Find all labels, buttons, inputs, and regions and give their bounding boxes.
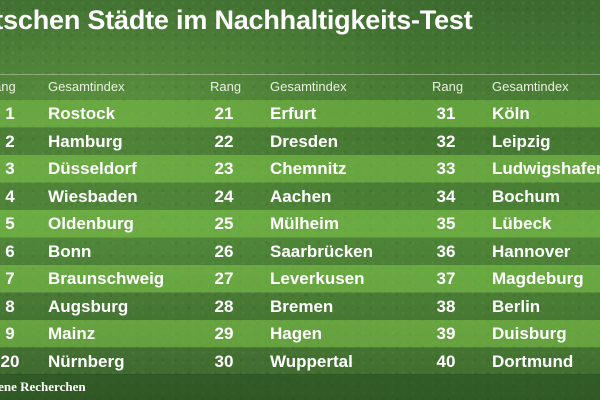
- rank-cell: 25: [214, 214, 234, 233]
- city-cell: Hannover: [492, 241, 571, 261]
- table-header: ang Gesamtindex Rang Gesamtindex Rang Ge…: [0, 76, 600, 98]
- source-note: igene Recherchen: [0, 379, 86, 394]
- table-row: 5 Oldenburg 25 Mülheim 35 Lübeck: [0, 210, 600, 237]
- rank-cell: 7: [5, 269, 15, 288]
- rank-cell: 32: [436, 131, 456, 151]
- city-cell: Nürnberg: [48, 351, 125, 371]
- rank-cell: 8: [5, 296, 15, 316]
- rank-cell: 20: [0, 351, 20, 371]
- city-cell: Düsseldorf: [48, 159, 137, 178]
- rank-cell: 2: [5, 131, 15, 151]
- city-cell: Mainz: [48, 324, 96, 343]
- city-cell: Köln: [492, 104, 530, 123]
- city-cell: Dortmund: [492, 351, 574, 371]
- city-cell: Ludwigshafen: [492, 159, 600, 178]
- table-row: 8 Augsburg 28 Bremen 38 Berlin: [0, 292, 600, 320]
- city-cell: Bonn: [48, 241, 92, 261]
- header-gesamtindex-3: Gesamtindex: [492, 79, 569, 94]
- city-cell: Berlin: [492, 296, 541, 316]
- city-cell: Aachen: [270, 186, 332, 206]
- city-cell: Mülheim: [270, 214, 339, 233]
- header-rang-1: ang: [0, 79, 16, 94]
- city-cell: Hagen: [270, 324, 322, 343]
- city-cell: Magdeburg: [492, 269, 584, 288]
- header-rang-2: Rang: [210, 79, 242, 94]
- rank-cell: 5: [5, 214, 15, 233]
- rank-cell: 37: [436, 269, 456, 288]
- rank-cell: 24: [214, 186, 234, 206]
- rank-cell: 28: [214, 296, 234, 316]
- header-divider: [0, 74, 600, 75]
- rank-cell: 40: [436, 351, 456, 371]
- header-gesamtindex-2: Gesamtindex: [270, 79, 347, 94]
- rank-cell: 1: [5, 104, 15, 123]
- rank-cell: 22: [214, 131, 234, 151]
- rank-cell: 26: [214, 241, 234, 261]
- table-row: 7 Braunschweig 27 Leverkusen 37 Magdeburg: [0, 265, 600, 292]
- rank-cell: 3: [5, 159, 15, 178]
- rank-cell: 35: [436, 214, 456, 233]
- rank-cell: 31: [436, 104, 456, 123]
- city-cell: Oldenburg: [48, 214, 134, 233]
- table-row: 2 Hamburg 22 Dresden 32 Leipzig: [0, 127, 600, 155]
- page-title: utschen Städte im Nachhaltigkeits-Test: [0, 5, 473, 35]
- table-row: 3 Düsseldorf 23 Chemnitz 33 Ludwigshafen: [0, 155, 600, 182]
- rank-cell: 27: [214, 269, 234, 288]
- rank-cell: 21: [214, 104, 234, 123]
- city-cell: Saarbrücken: [270, 241, 373, 261]
- rank-cell: 36: [436, 241, 456, 261]
- rank-cell: 29: [214, 324, 234, 343]
- city-cell: Wuppertal: [270, 351, 353, 371]
- city-cell: Rostock: [48, 104, 116, 123]
- city-cell: Braunschweig: [48, 269, 165, 288]
- rank-cell: 39: [436, 324, 456, 343]
- rank-cell: 38: [436, 296, 456, 316]
- city-cell: Leipzig: [492, 131, 551, 151]
- city-cell: Augsburg: [48, 296, 129, 316]
- city-cell: Chemnitz: [270, 159, 347, 178]
- city-cell: Duisburg: [492, 324, 567, 343]
- table-row: 6 Bonn 26 Saarbrücken 36 Hannover: [0, 237, 600, 265]
- city-cell: Dresden: [270, 131, 339, 151]
- rank-cell: 34: [436, 186, 456, 206]
- rank-cell: 33: [436, 159, 456, 178]
- header-gesamtindex-1: Gesamtindex: [48, 79, 125, 94]
- city-cell: Lübeck: [492, 214, 552, 233]
- city-cell: Hamburg: [48, 131, 123, 151]
- city-cell: Bochum: [492, 186, 560, 206]
- rank-cell: 4: [5, 186, 15, 206]
- footer-bar: [0, 374, 600, 400]
- table-row: 20 Nürnberg 30 Wuppertal 40 Dortmund: [0, 347, 600, 375]
- table-row: 9 Mainz 29 Hagen 39 Duisburg: [0, 320, 600, 347]
- table-row: 1 Rostock 21 Erfurt 31 Köln: [0, 100, 600, 127]
- rank-cell: 30: [214, 351, 234, 371]
- city-cell: Wiesbaden: [48, 186, 138, 206]
- city-cell: Bremen: [270, 296, 334, 316]
- table-row: 4 Wiesbaden 24 Aachen 34 Bochum: [0, 182, 600, 210]
- rank-cell: 9: [5, 324, 15, 343]
- rank-cell: 6: [5, 241, 15, 261]
- header-rang-3: Rang: [432, 79, 464, 94]
- rank-cell: 23: [214, 159, 234, 178]
- city-cell: Erfurt: [270, 104, 317, 123]
- city-cell: Leverkusen: [270, 269, 365, 288]
